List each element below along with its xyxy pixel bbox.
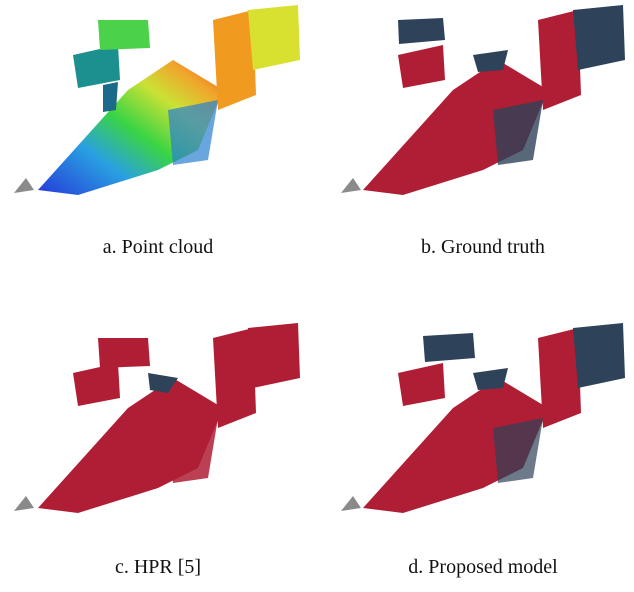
proposed-model-image bbox=[341, 323, 625, 513]
sensor-icon bbox=[14, 496, 34, 511]
sensor-icon bbox=[341, 178, 361, 193]
scan-scene bbox=[38, 323, 300, 513]
panel-hpr bbox=[8, 318, 308, 523]
caption-b: b. Ground truth bbox=[421, 236, 545, 258]
scan-scene bbox=[38, 5, 300, 195]
caption-a: a. Point cloud bbox=[102, 236, 214, 258]
sensor-icon bbox=[341, 496, 361, 511]
scan-scene bbox=[363, 5, 625, 195]
point-cloud-image bbox=[14, 5, 300, 195]
caption-d: d. Proposed model bbox=[408, 556, 558, 578]
scan-scene bbox=[363, 323, 625, 513]
panel-point-cloud bbox=[8, 0, 308, 205]
hpr-image bbox=[14, 323, 300, 513]
panel-ground-truth bbox=[333, 0, 633, 205]
sensor-icon bbox=[14, 178, 34, 193]
caption-c: c. HPR [5] bbox=[114, 556, 202, 578]
panel-proposed-model bbox=[333, 318, 633, 523]
ground-truth-image bbox=[341, 5, 625, 195]
